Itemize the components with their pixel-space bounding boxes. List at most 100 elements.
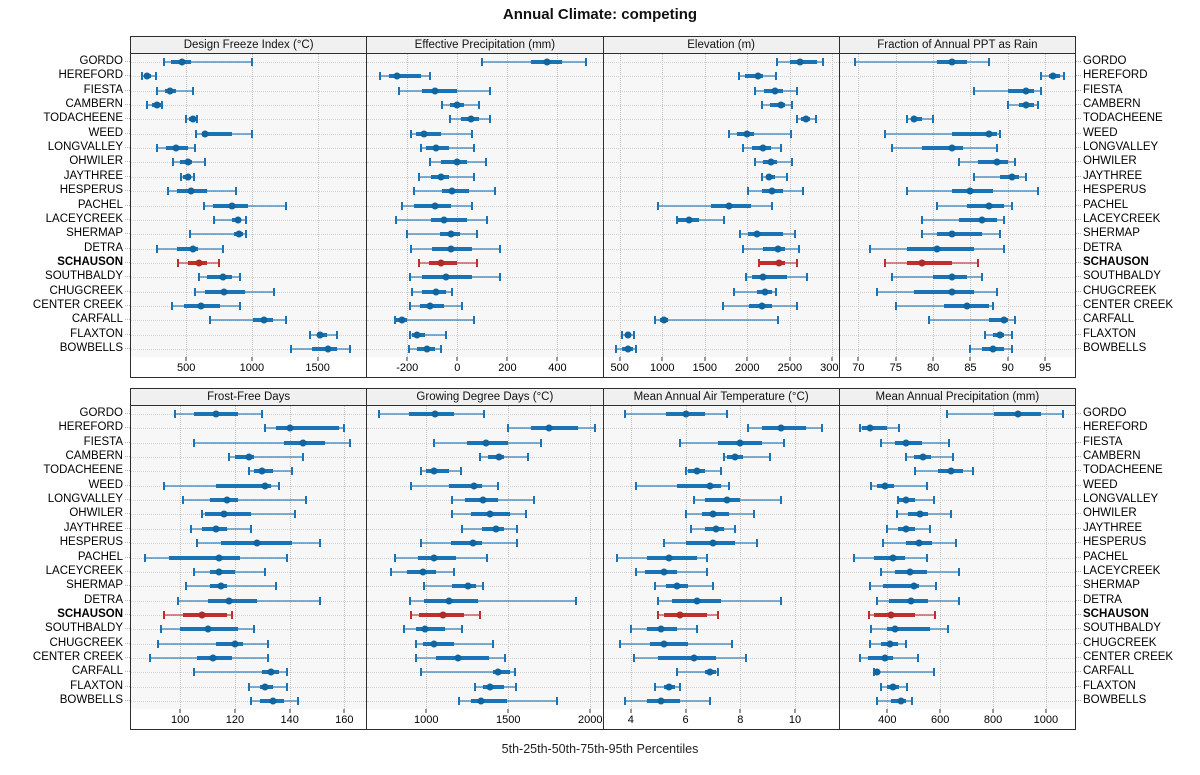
whisker-cap <box>801 187 804 196</box>
median-dot <box>261 482 269 490</box>
whisker-cap <box>192 438 195 447</box>
median-dot <box>985 130 993 138</box>
whisker-cap <box>957 596 960 605</box>
median-dot <box>761 288 769 296</box>
whisker-line <box>897 499 934 502</box>
whisker-cap <box>450 496 453 505</box>
whisker-cap <box>925 481 928 490</box>
whisker-cap <box>635 345 638 353</box>
median-dot <box>660 316 668 324</box>
whisker-cap <box>1025 172 1028 181</box>
y-tick-stub <box>1076 700 1081 701</box>
y-tick-stub <box>1076 190 1081 192</box>
y-tick-stub <box>125 527 130 529</box>
horizontal-gridline <box>603 62 839 63</box>
whisker-cap <box>616 553 619 562</box>
whisker-cap <box>796 301 799 310</box>
median-dot <box>996 331 1004 339</box>
tick-label: 80 <box>926 362 940 374</box>
median-dot <box>477 697 485 705</box>
station-label: TODACHEENE <box>43 464 123 477</box>
iqr-bar <box>921 146 963 151</box>
median-dot <box>430 467 438 475</box>
y-tick-stub <box>1076 161 1081 163</box>
median-dot <box>234 216 242 224</box>
y-tick-stub <box>125 613 130 615</box>
whisker-cap <box>409 481 412 490</box>
y-tick-stub <box>125 499 130 501</box>
median-dot <box>494 668 502 676</box>
median-dot <box>448 187 456 195</box>
tick-mark <box>556 357 558 361</box>
whisker-cap <box>176 596 179 605</box>
horizontal-gridline <box>367 571 603 573</box>
whisker-cap <box>789 129 792 138</box>
iqr-bar <box>887 627 930 632</box>
whisker-cap <box>776 58 779 66</box>
horizontal-gridline <box>603 672 839 674</box>
whisker-cap <box>213 215 216 224</box>
whisker-line <box>974 89 1042 92</box>
y-tick-stub <box>125 599 130 601</box>
median-dot <box>187 187 195 195</box>
station-label: FLAXTON <box>70 679 123 692</box>
whisker-cap <box>192 668 195 677</box>
median-dot <box>765 173 773 181</box>
whisker-cap <box>285 668 288 677</box>
whisker-cap <box>883 129 886 138</box>
tick-mark <box>425 709 427 713</box>
y-tick-stub <box>1076 348 1081 349</box>
median-dot <box>486 510 494 518</box>
whisker-line <box>193 441 350 444</box>
median-dot <box>948 58 956 66</box>
whisker-cap <box>160 101 163 110</box>
y-tick-stub <box>125 233 130 235</box>
y-tick-stub <box>1076 685 1081 687</box>
horizontal-gridline <box>603 586 839 588</box>
median-dot <box>482 439 490 447</box>
station-label: OHWILER <box>69 507 123 520</box>
whisker-cap <box>914 467 917 476</box>
station-label: CAMBERN <box>65 450 123 463</box>
whisker-cap <box>493 187 496 196</box>
median-dot <box>166 87 174 95</box>
horizontal-gridline <box>839 349 1075 350</box>
median-dot <box>215 554 223 561</box>
station-label: SCHAUSON <box>57 607 123 620</box>
y-tick-stub <box>125 685 130 687</box>
whisker-cap <box>969 345 972 353</box>
whisker-cap <box>526 453 529 462</box>
whisker-cap <box>1040 86 1043 95</box>
station-labels-left: GORDO HEREFORD FIESTA CAMBERN TODACHEENE WEED… <box>0 36 130 378</box>
whisker-cap <box>433 438 436 447</box>
whisker-cap <box>184 582 187 591</box>
panel-title: Frost-Free Days <box>131 389 367 406</box>
whisker-cap <box>904 639 907 648</box>
median-dot <box>693 597 700 605</box>
whisker-line <box>411 132 473 135</box>
whisker-cap <box>453 567 456 576</box>
median-dot <box>873 668 881 676</box>
horizontal-gridline <box>131 349 367 350</box>
whisker-cap <box>779 144 782 153</box>
station-label: LONGVALLEY <box>1083 493 1159 506</box>
whisker-cap <box>162 610 165 619</box>
whisker-cap <box>868 244 871 253</box>
whisker-cap <box>479 610 482 619</box>
whisker-cap <box>911 697 914 705</box>
median-dot <box>178 58 186 66</box>
whisker-cap <box>933 610 936 619</box>
y-tick-stub <box>1076 441 1081 443</box>
whisker-cap <box>869 582 872 591</box>
station-label: FIESTA <box>1083 435 1123 448</box>
whisker-cap <box>154 72 157 81</box>
median-dot <box>985 202 993 209</box>
median-dot <box>420 130 428 138</box>
tick-label: 1500 <box>692 362 717 374</box>
whisker-cap <box>798 244 801 253</box>
whisker-cap <box>488 115 491 124</box>
station-label: PACHEL <box>1083 550 1129 563</box>
y-tick-stub <box>1076 628 1081 630</box>
whisker-cap <box>478 453 481 462</box>
whisker-cap <box>657 610 660 619</box>
